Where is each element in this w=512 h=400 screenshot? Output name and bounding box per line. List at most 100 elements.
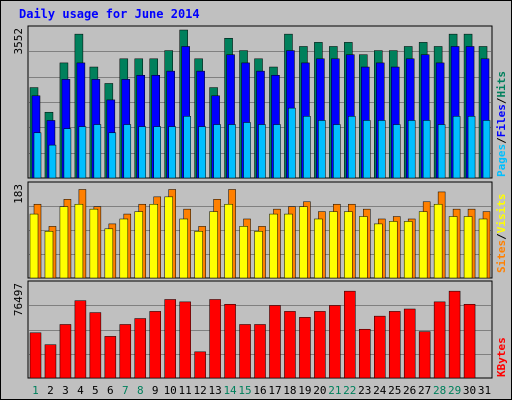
bar-kbytes (433, 301, 446, 379)
bar-sites (59, 206, 69, 279)
bar-kbytes (224, 303, 236, 379)
x-tick-label: 25 (388, 384, 401, 397)
bar-sites (448, 216, 458, 279)
x-tick-label: 26 (403, 384, 416, 397)
x-tick-label: 13 (208, 384, 221, 397)
bar-sites (269, 213, 278, 279)
x-tick-label: 21 (328, 384, 341, 397)
bar-pages (378, 120, 386, 179)
bar-pages (422, 120, 431, 179)
bar-kbytes (164, 299, 176, 379)
x-tick-label: 28 (433, 384, 446, 397)
bar-kbytes (374, 315, 386, 379)
bar-pages (348, 116, 356, 179)
bar-sites (104, 228, 114, 279)
bar-pages (258, 124, 266, 179)
x-tick-label: 7 (122, 384, 129, 397)
x-tick-label: 29 (448, 384, 461, 397)
right-legend-label: KBytes (495, 337, 508, 377)
chart-title: Daily usage for June 2014 (19, 7, 200, 21)
x-tick-label: 6 (107, 384, 114, 397)
bar-sites (463, 216, 473, 279)
bar-sites (344, 211, 353, 279)
bar-sites (254, 231, 263, 279)
legend-entry: / (495, 233, 508, 240)
bar-kbytes (284, 311, 296, 379)
x-tick-label: 19 (298, 384, 311, 397)
x-tick-label: 10 (164, 384, 177, 397)
legend-entry: / (495, 137, 508, 144)
bar-pages (273, 124, 281, 179)
bar-kbytes (254, 324, 266, 379)
bar-sites (299, 206, 308, 279)
y-max-label: 183 (12, 184, 25, 204)
bar-kbytes (134, 318, 147, 379)
x-tick-label: 4 (77, 384, 84, 397)
x-tick-label: 9 (152, 384, 159, 397)
bar-pages (48, 144, 57, 179)
bar-pages (63, 128, 72, 179)
bar-pages (228, 124, 236, 179)
bar-sites (149, 203, 158, 279)
legend-entry: / (495, 97, 508, 104)
x-tick-label: 27 (418, 384, 431, 397)
x-tick-label: 17 (268, 384, 281, 397)
bar-pages (213, 124, 221, 179)
bar-kbytes (359, 328, 371, 379)
bar-pages (407, 120, 416, 179)
bar-kbytes (418, 331, 431, 379)
legend-entry: Sites (495, 240, 508, 273)
x-tick-label: 15 (238, 384, 251, 397)
bar-kbytes (314, 311, 326, 379)
bar-pages (452, 116, 461, 179)
bar-pages (437, 124, 446, 179)
bar-sites (179, 218, 188, 279)
bar-pages (183, 116, 191, 179)
bar-pages (467, 116, 476, 179)
y-max-label: 3552 (12, 28, 25, 55)
bar-sites (134, 211, 144, 279)
bar-pages (392, 124, 401, 179)
legend-entry: KBytes (495, 337, 508, 377)
bar-sites (239, 226, 248, 279)
x-tick-label: 18 (283, 384, 296, 397)
bar-kbytes (388, 311, 401, 379)
bar-pages (108, 132, 117, 179)
bar-pages (303, 116, 311, 179)
bar-sites (374, 223, 383, 279)
bar-pages (93, 124, 102, 179)
bar-kbytes (119, 324, 132, 379)
x-tick-label: 16 (253, 384, 266, 397)
bar-sites (44, 231, 54, 279)
bar-kbytes (329, 305, 341, 379)
legend-entry: Files (495, 104, 508, 137)
bar-kbytes (149, 311, 161, 379)
x-tick-label: 31 (478, 384, 491, 397)
bar-kbytes (344, 290, 356, 379)
bar-sites (388, 221, 398, 279)
bar-kbytes (239, 324, 251, 379)
bar-pages (168, 126, 176, 179)
x-tick-label: 30 (463, 384, 476, 397)
right-legend-label: Sites/Visits (495, 194, 508, 274)
legend-entry: Hits (495, 71, 508, 98)
bar-sites (209, 211, 218, 279)
bar-kbytes (89, 312, 102, 379)
bar-pages (198, 126, 206, 179)
bar-kbytes (179, 301, 191, 379)
bar-pages (363, 120, 371, 179)
bar-kbytes (194, 351, 206, 379)
bar-sites (359, 216, 368, 279)
bar-sites (329, 211, 338, 279)
x-tick-label: 1 (32, 384, 39, 397)
bar-sites (284, 213, 293, 279)
bar-sites (74, 203, 84, 279)
bar-sites (29, 213, 39, 279)
bar-pages (33, 132, 42, 179)
y-max-label: 76497 (12, 283, 25, 316)
x-tick-label: 3 (62, 384, 69, 397)
bar-sites (478, 218, 488, 279)
bar-kbytes (463, 303, 476, 379)
